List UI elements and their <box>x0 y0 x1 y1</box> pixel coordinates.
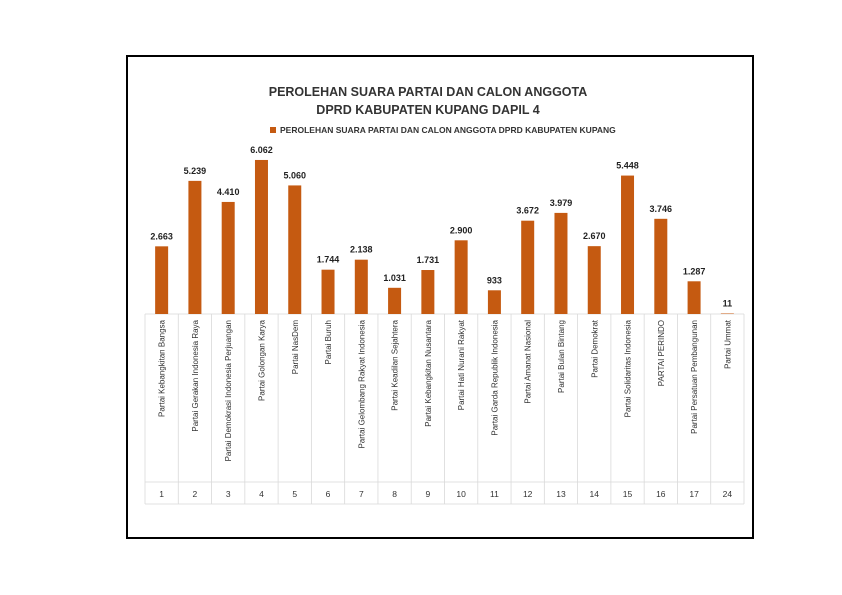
bar <box>254 159 268 314</box>
category-label: Partai Garda Republik Indonesia <box>490 319 499 435</box>
bar <box>487 290 501 314</box>
value-label: 6.062 <box>250 145 273 155</box>
party-number: 13 <box>556 489 566 499</box>
category-label: Partai Demokrat <box>590 319 599 378</box>
category-label: Partai Persatuan Pembangunan <box>690 320 699 434</box>
party-number: 17 <box>689 489 699 499</box>
value-label: 5.448 <box>616 161 639 171</box>
party-number: 3 <box>226 489 231 499</box>
value-label: 933 <box>487 275 502 285</box>
bar <box>288 185 302 314</box>
bar <box>587 246 601 314</box>
value-label: 3.672 <box>516 206 539 216</box>
category-label: Partai Buruh <box>324 320 333 364</box>
category-label: Partai Kebangkitan Bangsa <box>158 319 167 417</box>
party-number: 16 <box>656 489 666 499</box>
category-label: Partai Gelombang Rakyat Indonesia <box>357 319 366 448</box>
party-number: 15 <box>623 489 633 499</box>
bar <box>188 180 202 314</box>
chart-title-line-2: DPRD KABUPATEN KUPANG DAPIL 4 <box>316 103 539 117</box>
bar <box>354 259 368 314</box>
party-number: 7 <box>359 489 364 499</box>
chart-title-line-1: PEROLEHAN SUARA PARTAI DAN CALON ANGGOTA <box>269 85 588 99</box>
bar <box>388 287 402 314</box>
category-grid <box>144 313 745 505</box>
value-labels-group: 2.663 5.239 4.410 6.062 5.060 1.744 2.138 1.031… <box>150 145 732 309</box>
bar <box>621 175 635 314</box>
category-label: Partai Gerakan Indonesia Raya <box>191 319 200 431</box>
category-label: Partai Hati Nurani Rakyat <box>457 319 466 410</box>
party-number: 1 <box>159 489 164 499</box>
party-number: 5 <box>292 489 297 499</box>
value-label: 1.744 <box>317 255 340 265</box>
bar <box>720 313 734 314</box>
value-label: 1.031 <box>383 273 406 283</box>
category-label: Partai Ummat <box>723 319 732 369</box>
bar <box>421 270 435 314</box>
value-label: 3.746 <box>650 204 673 214</box>
party-number: 14 <box>590 489 600 499</box>
category-label: Partai Golongan Karya <box>257 319 266 400</box>
party-number: 10 <box>456 489 466 499</box>
category-label: Partai Bulan Bintang <box>557 320 566 393</box>
value-label: 1.731 <box>417 255 440 265</box>
legend-swatch <box>270 127 276 133</box>
party-number: 4 <box>259 489 264 499</box>
category-label: Partai Keadilan Sejahtera <box>391 319 400 410</box>
bar-chart: PEROLEHAN SUARA PARTAI DAN CALON ANGGOTA… <box>144 85 745 505</box>
value-label: 5.239 <box>184 166 207 176</box>
value-label: 2.670 <box>583 231 606 241</box>
category-labels-group: Partai Kebangkitan Bangsa Partai Gerakan … <box>158 319 733 461</box>
category-label: Partai NasDem <box>291 320 300 375</box>
bar <box>521 220 535 314</box>
value-label: 11 <box>723 299 733 309</box>
category-label: Partai Demokrasi Indonesia Perjuangan <box>224 320 233 461</box>
value-label: 3.979 <box>550 198 573 208</box>
legend-label: PEROLEHAN SUARA PARTAI DAN CALON ANGGOTA… <box>280 125 616 135</box>
value-label: 5.060 <box>283 170 306 180</box>
party-number: 6 <box>326 489 331 499</box>
category-label: PARTAI PERINDO <box>657 320 666 386</box>
bar <box>554 212 568 314</box>
value-label: 4.410 <box>217 187 240 197</box>
value-label: 2.138 <box>350 245 373 255</box>
bar <box>321 269 335 314</box>
category-label: Partai Kebangkitan Nusantara <box>424 319 433 426</box>
party-number: 9 <box>425 489 430 499</box>
party-number: 8 <box>392 489 397 499</box>
bar <box>654 218 668 314</box>
bars-group <box>155 159 734 314</box>
party-number: 12 <box>523 489 533 499</box>
party-number: 24 <box>723 489 733 499</box>
category-label: Partai Solidaritas Indonesia <box>624 319 633 417</box>
bar <box>687 281 701 314</box>
bar <box>454 240 468 314</box>
party-number: 2 <box>193 489 198 499</box>
chart-frame: PEROLEHAN SUARA PARTAI DAN CALON ANGGOTA… <box>126 55 754 539</box>
bar <box>221 201 235 314</box>
party-number: 11 <box>490 489 499 499</box>
value-label: 1.287 <box>683 266 706 276</box>
value-label: 2.900 <box>450 225 473 235</box>
bar <box>155 246 169 314</box>
category-label: Partai Amanat Nasional <box>524 320 533 404</box>
value-label: 2.663 <box>150 231 173 241</box>
party-numbers-group: 1 2 3 4 5 6 7 8 9 10 11 12 13 14 15 16 17 24 <box>159 489 732 499</box>
